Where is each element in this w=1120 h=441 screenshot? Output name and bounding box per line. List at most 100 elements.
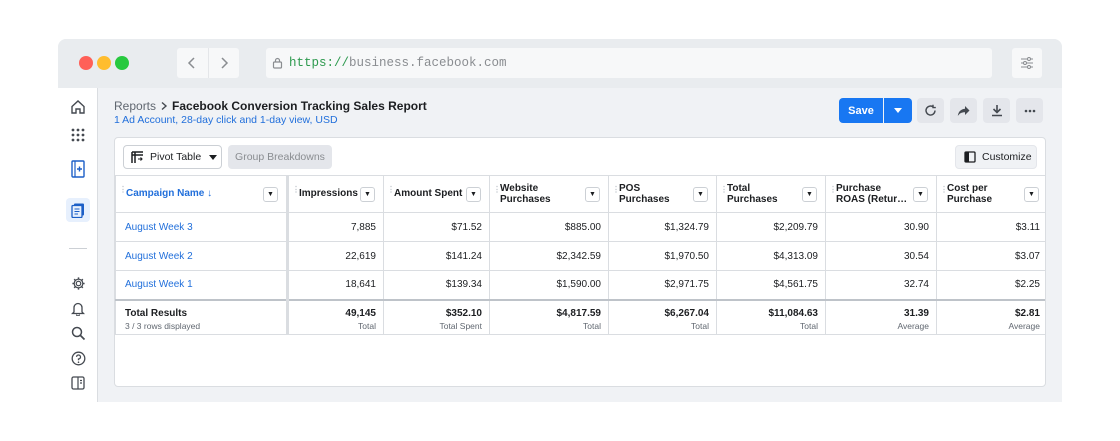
table-cell: $885.00 [489, 212, 609, 242]
drag-handle-icon[interactable]: ⋮ [720, 185, 728, 194]
url-text: https://business.facebook.com [289, 56, 507, 70]
column-menu-button[interactable]: ▼ [585, 187, 600, 202]
maximize-window-button[interactable] [115, 56, 129, 70]
campaign-link[interactable]: August Week 1 [115, 270, 289, 300]
report-subtitle-link[interactable]: 1 Ad Account, 28-day click and 1-day vie… [114, 114, 338, 126]
column-header-pos-purchases[interactable]: ⋮ POS Purchases ▼ [608, 175, 717, 213]
total-value: $6,267.04 [664, 307, 710, 319]
column-header-purchase-roas[interactable]: ⋮ Purchase ROAS (Retur… ▼ [825, 175, 937, 213]
table-cell: $2,342.59 [489, 241, 609, 271]
column-header-website-purchases[interactable]: ⋮ Website Purchases ▼ [489, 175, 609, 213]
breadcrumb-reports[interactable]: Reports [114, 99, 157, 113]
caret-down-icon [894, 108, 902, 113]
table-cell: $3.11 [936, 212, 1045, 242]
panel-icon[interactable] [68, 373, 88, 393]
drag-handle-icon[interactable]: ⋮ [119, 185, 127, 194]
refresh-button[interactable] [917, 98, 944, 123]
save-dropdown-button[interactable] [884, 98, 912, 123]
pivot-table-dropdown[interactable]: Pivot Table [123, 145, 222, 169]
search-icon[interactable] [68, 323, 88, 343]
table-cell: $71.52 [383, 212, 490, 242]
minimize-window-button[interactable] [97, 56, 111, 70]
total-value: 49,145 [345, 307, 376, 319]
table-cell: $139.34 [383, 270, 490, 300]
chevron-left-icon [188, 57, 195, 69]
more-options-button[interactable] [1016, 98, 1043, 123]
column-menu-button[interactable]: ▼ [263, 187, 278, 202]
column-menu-button[interactable]: ▼ [802, 187, 817, 202]
table-cell: $1,590.00 [489, 270, 609, 300]
column-header-total-purchases[interactable]: ⋮ Total Purchases ▼ [716, 175, 826, 213]
nav-buttons [177, 48, 239, 78]
lock-icon [272, 57, 283, 69]
table-cell: 22,619 [287, 241, 384, 271]
drag-handle-icon[interactable]: ⋮ [292, 185, 300, 194]
table-header-row: ⋮ Campaign Name ↓ ▼ ⋮ Impressions ▼ ⋮ Amount … [115, 175, 1045, 213]
table-cell: $4,313.09 [716, 241, 826, 271]
column-menu-button[interactable]: ▼ [913, 187, 928, 202]
total-cell: $6,267.04 Total [608, 298, 717, 335]
table-cell: $1,324.79 [608, 212, 717, 242]
total-caption: Total [583, 320, 601, 331]
reports-icon[interactable] [66, 198, 90, 222]
catalog-icon[interactable] [68, 159, 88, 179]
drag-handle-icon[interactable]: ⋮ [493, 185, 501, 194]
column-header-campaign-name[interactable]: ⋮ Campaign Name ↓ ▼ [115, 175, 289, 213]
total-caption: Total [691, 320, 709, 331]
more-horizontal-icon [1024, 109, 1035, 112]
left-sidebar [58, 88, 98, 402]
close-window-button[interactable] [79, 56, 93, 70]
bell-icon[interactable] [68, 298, 88, 318]
rows-displayed-note: 3 / 3 rows displayed [125, 320, 201, 331]
drag-handle-icon[interactable]: ⋮ [940, 185, 948, 194]
share-button[interactable] [950, 98, 977, 123]
report-card: Pivot Table Group Breakdowns Customize ⋮… [114, 137, 1046, 387]
columns-panel-icon [964, 151, 976, 163]
table-cell: 7,885 [287, 212, 384, 242]
settings-icon[interactable] [68, 273, 88, 293]
chevron-right-icon [221, 57, 228, 69]
table-row: August Week 3 7,885 $71.52 $885.00 $1,32… [115, 212, 1045, 242]
apps-grid-icon[interactable] [68, 125, 88, 145]
total-value: $11,084.63 [768, 307, 819, 319]
download-button[interactable] [983, 98, 1010, 123]
total-cell: 31.39 Average [825, 298, 937, 335]
browser-settings-button[interactable] [1012, 48, 1042, 78]
drag-handle-icon[interactable]: ⋮ [612, 185, 620, 194]
total-cell: $4,817.59 Total [489, 298, 609, 335]
save-button[interactable]: Save [839, 98, 883, 123]
help-icon[interactable] [68, 348, 88, 368]
column-header-label: Purchase ROAS (Retur… [836, 183, 908, 205]
table-cell: $141.24 [383, 241, 490, 271]
totals-row: Total Results 3 / 3 rows displayed 49,145… [115, 298, 1045, 335]
column-header-label: Campaign Name ↓ [126, 188, 213, 200]
forward-button[interactable] [209, 48, 240, 78]
column-menu-button[interactable]: ▼ [693, 187, 708, 202]
campaign-link[interactable]: August Week 2 [115, 241, 289, 271]
total-value: $352.10 [445, 307, 482, 319]
column-header-label: POS Purchases [619, 183, 670, 205]
customize-button[interactable]: Customize [955, 145, 1037, 169]
total-caption: Total [358, 320, 376, 331]
breadcrumb: Reports Facebook Conversion Tracking Sal… [114, 99, 427, 113]
drag-handle-icon[interactable]: ⋮ [829, 185, 837, 194]
table-cell: $2,209.79 [716, 212, 826, 242]
column-menu-button[interactable]: ▼ [360, 187, 375, 202]
total-value: $4,817.59 [556, 307, 602, 319]
campaign-link[interactable]: August Week 3 [115, 212, 289, 242]
table-cell: $2.25 [936, 270, 1045, 300]
drag-handle-icon[interactable]: ⋮ [387, 185, 395, 194]
browser-window: https://business.facebook.com [58, 39, 1062, 402]
column-header-cost-per-purchase[interactable]: ⋮ Cost per Purchase ▼ [936, 175, 1045, 213]
column-menu-button[interactable]: ▼ [466, 187, 481, 202]
column-header-label: Cost per Purchase [947, 183, 993, 205]
column-header-label: Total Purchases [727, 183, 778, 205]
totals-label: Total Results [125, 307, 188, 319]
column-header-amount-spent[interactable]: ⋮ Amount Spent ▼ [383, 175, 490, 213]
group-breakdowns-button[interactable]: Group Breakdowns [228, 145, 332, 169]
back-button[interactable] [177, 48, 209, 78]
column-header-impressions[interactable]: ⋮ Impressions ▼ [287, 175, 384, 213]
address-bar[interactable]: https://business.facebook.com [266, 48, 992, 78]
home-icon[interactable] [68, 97, 88, 117]
column-menu-button[interactable]: ▼ [1024, 187, 1039, 202]
